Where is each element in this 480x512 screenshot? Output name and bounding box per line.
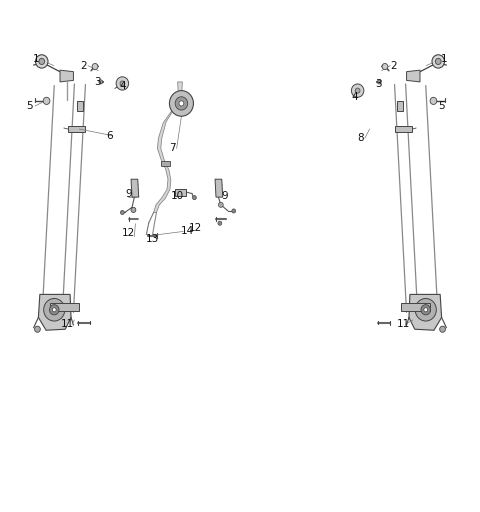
Polygon shape [397,101,403,111]
Polygon shape [60,70,73,82]
Circle shape [179,101,184,106]
Text: 8: 8 [358,133,364,143]
Circle shape [382,63,388,70]
Text: 3: 3 [375,79,382,90]
Bar [68,126,85,132]
Circle shape [355,88,360,93]
Text: 5: 5 [26,101,33,111]
Bar [395,126,412,132]
Text: 7: 7 [169,143,176,154]
Text: 9: 9 [125,188,132,199]
Text: 2: 2 [81,60,87,71]
Text: 1: 1 [441,54,447,65]
Circle shape [432,55,444,68]
Text: 12: 12 [189,223,203,233]
Polygon shape [215,179,223,197]
FancyArrowPatch shape [115,81,124,89]
Text: 6: 6 [106,131,113,141]
Circle shape [435,58,441,65]
Polygon shape [131,179,139,197]
Polygon shape [77,101,83,111]
Text: 11: 11 [396,319,410,329]
Circle shape [218,221,222,225]
Bar [401,303,430,311]
Text: 12: 12 [122,228,135,238]
Circle shape [52,308,56,312]
Polygon shape [409,294,442,330]
Polygon shape [407,70,420,82]
Circle shape [415,298,436,321]
Text: 5: 5 [438,101,445,111]
Text: 2: 2 [390,60,397,71]
Text: 4: 4 [119,81,126,91]
Circle shape [232,209,236,213]
Circle shape [169,91,193,116]
Bar [161,161,170,166]
Circle shape [35,326,40,332]
Circle shape [430,97,437,104]
Circle shape [218,202,223,207]
Text: 3: 3 [94,77,101,87]
Polygon shape [154,82,182,212]
Circle shape [120,81,125,86]
Circle shape [421,305,431,315]
Circle shape [120,210,124,215]
Circle shape [39,58,45,65]
Circle shape [424,308,428,312]
Text: 14: 14 [180,226,194,237]
Circle shape [351,84,364,97]
Circle shape [116,77,129,90]
Text: 1: 1 [33,54,39,65]
Bar [50,303,79,311]
Circle shape [131,207,136,212]
Circle shape [99,80,103,84]
Circle shape [440,326,445,332]
Polygon shape [38,294,71,330]
Text: 11: 11 [60,319,74,329]
Circle shape [43,97,50,104]
Text: 9: 9 [221,191,228,201]
Circle shape [36,55,48,68]
Circle shape [92,63,98,70]
Circle shape [49,305,59,315]
Circle shape [377,80,381,84]
Circle shape [44,298,65,321]
Text: 10: 10 [171,191,184,201]
Text: 13: 13 [146,234,159,244]
Text: 4: 4 [352,92,359,102]
Polygon shape [175,189,186,196]
Circle shape [175,97,188,110]
Circle shape [192,196,196,200]
